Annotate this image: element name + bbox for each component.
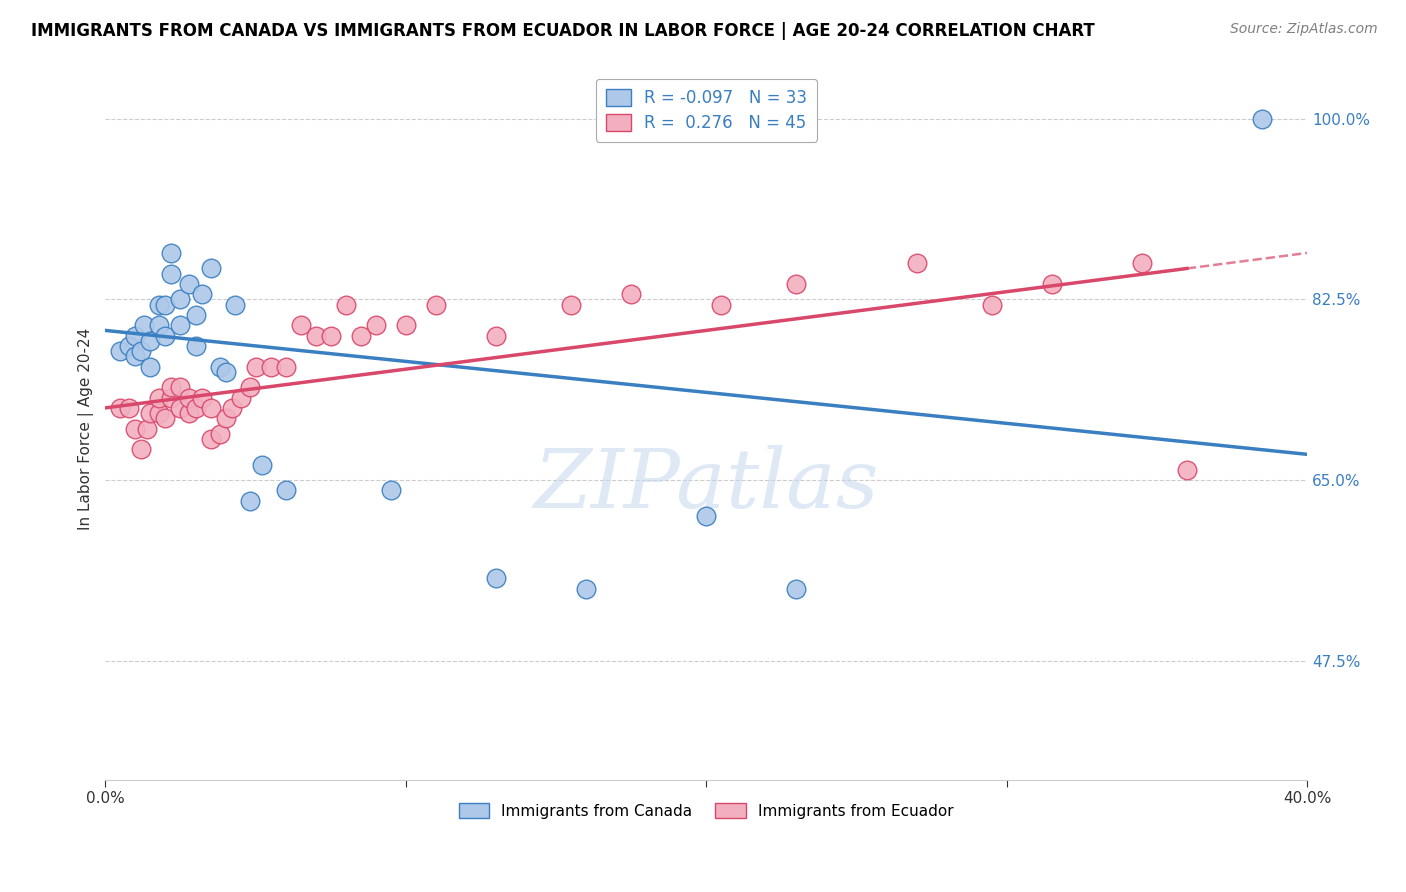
- Point: [155, 297, 177, 311]
- Point: [274, 359, 297, 374]
- Point: [148, 297, 170, 311]
- Point: [134, 318, 156, 333]
- Point: [710, 297, 733, 311]
- Point: [239, 380, 262, 394]
- Point: [485, 328, 508, 343]
- Point: [274, 483, 297, 498]
- Point: [425, 297, 447, 311]
- Point: [139, 359, 162, 374]
- Point: [169, 293, 191, 307]
- Point: [124, 349, 146, 363]
- Point: [148, 406, 170, 420]
- Point: [290, 318, 312, 333]
- Point: [1130, 256, 1153, 270]
- Point: [124, 328, 146, 343]
- Point: [190, 391, 212, 405]
- Point: [380, 483, 402, 498]
- Point: [190, 287, 212, 301]
- Point: [1251, 112, 1274, 126]
- Y-axis label: In Labor Force | Age 20-24: In Labor Force | Age 20-24: [79, 327, 94, 530]
- Point: [118, 401, 141, 415]
- Point: [118, 339, 141, 353]
- Point: [184, 401, 207, 415]
- Point: [169, 401, 191, 415]
- Point: [139, 406, 162, 420]
- Point: [350, 328, 373, 343]
- Point: [208, 359, 231, 374]
- Point: [148, 318, 170, 333]
- Point: [364, 318, 387, 333]
- Point: [335, 297, 357, 311]
- Point: [179, 406, 201, 420]
- Point: [169, 318, 191, 333]
- Point: [136, 421, 159, 435]
- Point: [905, 256, 928, 270]
- Point: [250, 458, 273, 472]
- Point: [110, 344, 132, 359]
- Point: [139, 334, 162, 348]
- Point: [160, 391, 183, 405]
- Point: [184, 339, 207, 353]
- Point: [695, 509, 717, 524]
- Point: [124, 421, 146, 435]
- Point: [131, 442, 153, 457]
- Point: [620, 287, 643, 301]
- Point: [305, 328, 328, 343]
- Point: [208, 426, 231, 441]
- Point: [1040, 277, 1063, 291]
- Point: [980, 297, 1002, 311]
- Point: [575, 582, 598, 596]
- Legend: Immigrants from Canada, Immigrants from Ecuador: Immigrants from Canada, Immigrants from …: [453, 797, 960, 824]
- Point: [200, 261, 222, 276]
- Point: [485, 571, 508, 585]
- Point: [214, 411, 236, 425]
- Point: [169, 380, 191, 394]
- Point: [179, 391, 201, 405]
- Point: [224, 297, 246, 311]
- Point: [239, 493, 262, 508]
- Text: IMMIGRANTS FROM CANADA VS IMMIGRANTS FROM ECUADOR IN LABOR FORCE | AGE 20-24 COR: IMMIGRANTS FROM CANADA VS IMMIGRANTS FRO…: [31, 22, 1095, 40]
- Point: [785, 582, 807, 596]
- Point: [200, 401, 222, 415]
- Text: Source: ZipAtlas.com: Source: ZipAtlas.com: [1230, 22, 1378, 37]
- Point: [184, 308, 207, 322]
- Point: [259, 359, 281, 374]
- Point: [160, 380, 183, 394]
- Point: [110, 401, 132, 415]
- Point: [560, 297, 582, 311]
- Point: [131, 344, 153, 359]
- Point: [221, 401, 243, 415]
- Point: [229, 391, 252, 405]
- Point: [200, 432, 222, 446]
- Point: [245, 359, 267, 374]
- Point: [214, 365, 236, 379]
- Point: [1175, 463, 1198, 477]
- Point: [319, 328, 342, 343]
- Point: [160, 246, 183, 260]
- Point: [155, 328, 177, 343]
- Point: [179, 277, 201, 291]
- Point: [160, 267, 183, 281]
- Text: ZIPatlas: ZIPatlas: [533, 445, 879, 524]
- Point: [148, 391, 170, 405]
- Point: [395, 318, 418, 333]
- Point: [785, 277, 807, 291]
- Point: [155, 411, 177, 425]
